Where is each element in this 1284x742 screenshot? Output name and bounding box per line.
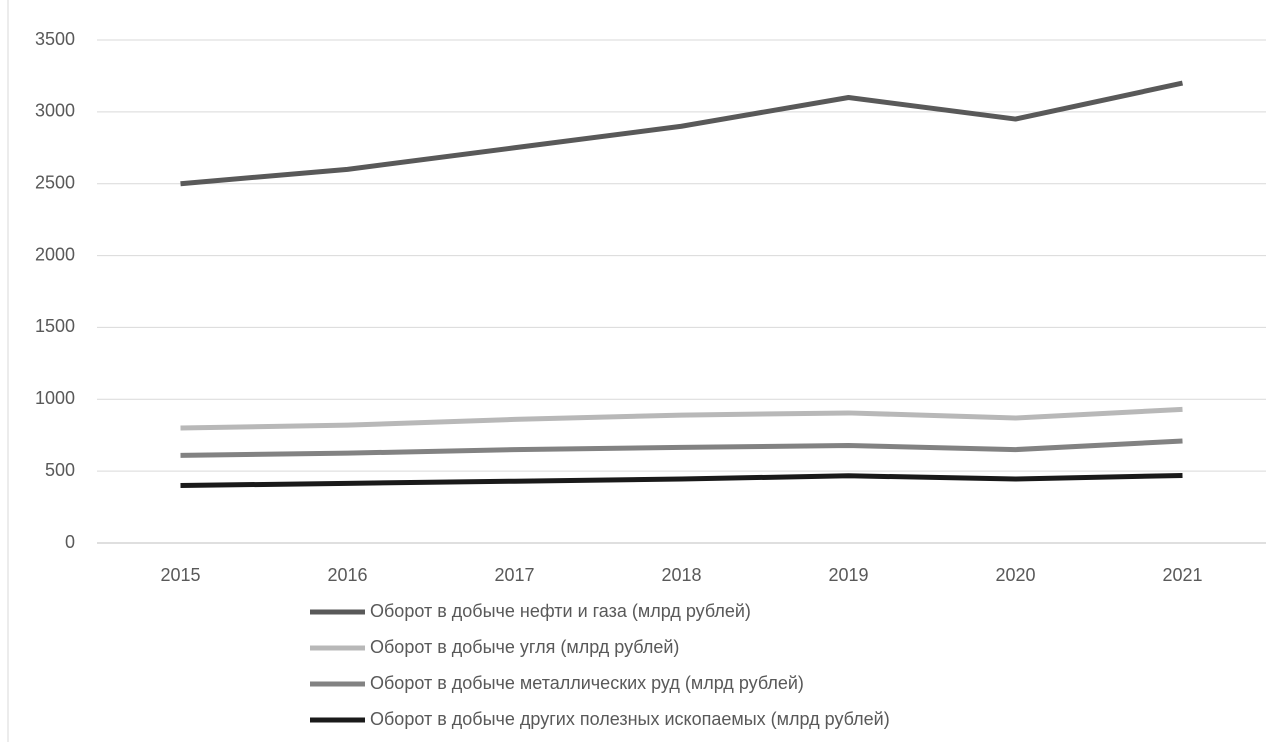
legend-label: Оборот в добыче других полезных ископаем…	[370, 709, 890, 729]
x-tick-label: 2019	[828, 565, 868, 585]
legend-label: Оборот в добыче угля (млрд рублей)	[370, 637, 679, 657]
x-tick-label: 2016	[327, 565, 367, 585]
x-tick-label: 2015	[160, 565, 200, 585]
y-tick-label: 0	[65, 532, 75, 552]
x-tick-label: 2020	[995, 565, 1035, 585]
series-line	[180, 80, 1184, 187]
y-tick-label: 1000	[35, 388, 75, 408]
y-tick-label: 1500	[35, 316, 75, 336]
series-line	[180, 406, 1183, 431]
y-tick-label: 2000	[35, 244, 75, 264]
x-tick-label: 2018	[661, 565, 701, 585]
x-tick-label: 2017	[494, 565, 534, 585]
legend-label: Оборот в добыче металлических руд (млрд …	[370, 673, 804, 693]
y-tick-label: 3500	[35, 29, 75, 49]
y-tick-label: 2500	[35, 172, 75, 192]
y-tick-label: 3000	[35, 101, 75, 121]
x-tick-label: 2021	[1162, 565, 1202, 585]
series-line	[180, 438, 1183, 458]
y-tick-label: 500	[45, 460, 75, 480]
series-line	[180, 472, 1183, 489]
legend-label: Оборот в добыче нефти и газа (млрд рубле…	[370, 601, 751, 621]
